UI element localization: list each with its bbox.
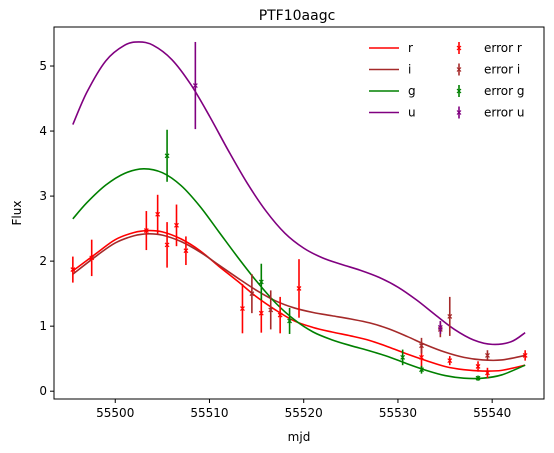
- x-axis: 55500 55510 55520 55530 55540: [96, 399, 511, 420]
- data-point: [240, 306, 245, 312]
- x-tick-label: 55530: [379, 406, 417, 420]
- data-point: [437, 325, 443, 330]
- series-line-r: [72, 229, 526, 372]
- x-tick-label: 55500: [96, 406, 134, 420]
- y-tick-label: 5: [39, 59, 47, 73]
- data-point: [249, 291, 255, 297]
- legend-label: u: [408, 106, 416, 120]
- data-point: [447, 313, 453, 319]
- series-error-u: [192, 41, 443, 334]
- data-point: [143, 228, 149, 233]
- data-point: [400, 354, 406, 360]
- x-tick-label: 55520: [285, 406, 323, 420]
- y-tick-label: 2: [39, 254, 47, 268]
- data-point: [268, 307, 274, 313]
- y-tick-label: 1: [39, 319, 47, 333]
- data-point: [174, 222, 179, 228]
- chart-title: PTF10aagc: [259, 8, 336, 24]
- data-point: [277, 312, 283, 318]
- data-point: [89, 255, 95, 261]
- series-error-r: [70, 194, 528, 379]
- data-point: [258, 279, 264, 285]
- data-point: [183, 248, 189, 254]
- legend-label: g: [408, 84, 416, 98]
- legend-label: error g: [484, 84, 524, 98]
- x-tick-label: 55510: [190, 406, 228, 420]
- y-axis: 0 1 2 3 4 5: [39, 59, 54, 398]
- y-axis-title: Flux: [10, 201, 24, 226]
- legend-item-error-i: error i: [456, 63, 520, 77]
- legend-item-r: r: [369, 41, 413, 55]
- y-tick-label: 4: [39, 124, 47, 138]
- data-point: [70, 267, 76, 273]
- data-point: [419, 343, 424, 349]
- legend-item-g: g: [369, 84, 416, 98]
- legend-item-u: u: [369, 106, 416, 120]
- legend-marker: [456, 67, 462, 72]
- x-tick-label: 55540: [473, 406, 511, 420]
- data-point: [475, 364, 481, 369]
- plot-frame: [53, 26, 545, 400]
- data-point: [522, 353, 528, 358]
- legend-item-error-u: error u: [456, 106, 524, 120]
- data-point: [296, 286, 302, 291]
- legend-marker: [456, 45, 462, 51]
- data-point: [155, 211, 161, 217]
- data-point: [192, 83, 198, 88]
- data-point: [164, 153, 170, 159]
- series-error-i: [249, 274, 490, 361]
- y-tick-label: 3: [39, 189, 47, 203]
- legend-label: error i: [484, 63, 520, 77]
- y-tick-label: 0: [39, 384, 47, 398]
- data-point: [419, 354, 424, 360]
- legend-label: error r: [484, 41, 522, 55]
- legend-marker: [456, 88, 462, 94]
- plot-area: [70, 41, 528, 381]
- series-error-g: [164, 129, 481, 381]
- data-point: [475, 375, 481, 381]
- data-point: [447, 358, 453, 364]
- legend-item-error-g: error g: [456, 84, 524, 98]
- data-point: [164, 242, 170, 248]
- series-line-g: [72, 167, 526, 380]
- data-point: [485, 370, 490, 376]
- x-axis-title: mjd: [288, 430, 311, 444]
- legend-item-error-r: error r: [456, 41, 522, 55]
- legend-item-i: i: [369, 63, 411, 77]
- data-point: [485, 353, 490, 358]
- series-line-u: [72, 41, 526, 346]
- legend-label: r: [408, 41, 413, 55]
- legend-label: i: [408, 63, 411, 77]
- legend-marker: [456, 110, 462, 115]
- data-point: [258, 310, 264, 316]
- series-line-i: [72, 232, 526, 362]
- legend-label: error u: [484, 106, 524, 120]
- data-point: [419, 367, 424, 373]
- data-point: [287, 318, 293, 324]
